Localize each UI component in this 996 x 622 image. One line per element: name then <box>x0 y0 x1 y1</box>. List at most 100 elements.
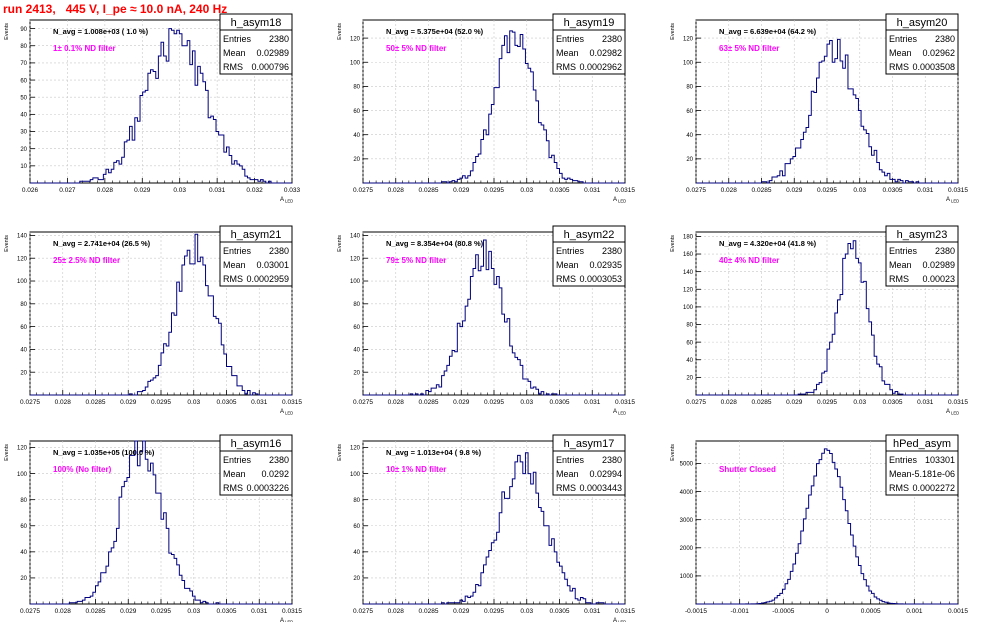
y-tick-label: 10 <box>20 164 27 170</box>
y-tick-label: 80 <box>20 498 27 504</box>
histogram-series-hPed_asym <box>696 448 958 605</box>
stats-key-entries: Entries <box>889 34 918 44</box>
y-tick-label: 40 <box>353 550 360 556</box>
y-tick-label: 120 <box>350 36 361 42</box>
x-axis-label: ALED <box>280 618 293 622</box>
navg-label: N_avg = 1.035e+05 (100.0 %) <box>53 448 155 457</box>
y-tick-label: 20 <box>686 157 693 163</box>
y-tick-label: 140 <box>683 270 694 276</box>
stats-value-entries: 2380 <box>935 246 955 256</box>
x-tick-label: 0.0005 <box>861 608 881 615</box>
x-tick-label: 0.0295 <box>484 608 504 615</box>
run-title: run 2413, 445 V, I_pe ≈ 10.0 nA, 240 Hz <box>3 2 228 16</box>
stats-box: h_asym20 Entries 2380 Mean 0.02962 RMS 0.00035… <box>885 13 959 75</box>
x-tick-label: 0.029 <box>134 187 151 194</box>
stats-key-entries: Entries <box>889 246 918 256</box>
y-tick-label: 40 <box>20 550 27 556</box>
x-tick-label: 0.001 <box>906 608 923 615</box>
x-tick-label: 0.0285 <box>86 399 106 406</box>
x-tick-label: 0.029 <box>120 608 137 615</box>
y-tick-label: 100 <box>350 60 361 66</box>
x-tick-label: 0.031 <box>584 608 601 615</box>
x-tick-label: 0.026 <box>22 187 39 194</box>
stats-key-rms: RMS <box>556 274 576 284</box>
y-axis-label: Events <box>670 444 676 461</box>
y-tick-label: 60 <box>20 78 27 84</box>
stats-key-rms: RMS <box>556 62 576 72</box>
y-tick-label: 20 <box>686 376 693 382</box>
y-tick-label: 120 <box>683 287 694 293</box>
x-tick-label: 0.0315 <box>282 399 302 406</box>
y-tick-label: 40 <box>20 348 27 354</box>
x-axis-label: ALED <box>613 618 626 622</box>
y-tick-label: 20 <box>353 576 360 582</box>
y-tick-label: 120 <box>17 446 28 452</box>
x-axis-label: ALED <box>280 409 293 416</box>
x-tick-label: 0.031 <box>251 399 268 406</box>
stats-value-rms: 0.0002959 <box>246 274 289 284</box>
stats-key-entries: Entries <box>889 455 918 465</box>
histogram-panel-h_asym18: 0.026 0.027 0.028 0.029 0.03 0.031 0.032 0.033 1… <box>4 13 301 204</box>
y-tick-label: 20 <box>20 370 27 376</box>
y-tick-label: 4000 <box>680 490 694 496</box>
y-tick-label: 60 <box>353 109 360 115</box>
y-tick-label: 20 <box>353 370 360 376</box>
y-tick-label: 90 <box>20 27 27 33</box>
x-tick-label: 0.029 <box>453 608 470 615</box>
y-tick-label: 140 <box>350 234 361 240</box>
histogram-series-h_asym19 <box>363 30 625 184</box>
x-axis-label: ALED <box>613 409 626 416</box>
y-tick-label: 80 <box>353 302 360 308</box>
y-tick-label: 40 <box>353 348 360 354</box>
y-tick-label: 100 <box>683 60 694 66</box>
stats-value-rms: 0.0003443 <box>579 483 622 493</box>
x-tick-label: 0.03 <box>520 608 533 615</box>
x-tick-label: 0.0305 <box>550 399 570 406</box>
y-tick-label: 50 <box>20 95 27 101</box>
y-tick-label: 80 <box>686 85 693 91</box>
y-axis-label: Events <box>337 23 343 40</box>
y-axis-label: Events <box>337 235 343 252</box>
stats-title: h_asym21 <box>231 229 282 241</box>
x-tick-label: 0.03 <box>520 187 533 194</box>
x-tick-label: 0.0315 <box>948 399 968 406</box>
stats-box: h_asym22 Entries 2380 Mean 0.02935 RMS 0.00030… <box>552 225 626 287</box>
x-tick-label: 0.031 <box>251 608 268 615</box>
x-tick-label: 0.031 <box>917 187 934 194</box>
x-tick-label: 0.0275 <box>20 399 40 406</box>
filter-label: Shutter Closed <box>719 465 776 474</box>
x-tick-label: 0.0285 <box>752 187 772 194</box>
x-tick-label: 0.029 <box>120 399 137 406</box>
stats-title: h_asym19 <box>564 17 615 29</box>
stats-value-rms: 0.00023 <box>922 274 955 284</box>
x-tick-label: 0.0285 <box>419 399 439 406</box>
x-tick-label: 0.0315 <box>615 608 635 615</box>
stats-value-rms: 0.0003226 <box>246 483 289 493</box>
x-tick-label: 0.0295 <box>151 608 171 615</box>
stats-key-rms: RMS <box>889 62 909 72</box>
stats-key-mean: Mean <box>223 469 246 479</box>
navg-label: N_avg = 1.008e+03 ( 1.0 %) <box>53 27 149 36</box>
stats-key-entries: Entries <box>223 34 252 44</box>
y-tick-label: 80 <box>686 323 693 329</box>
histogram-panel-h_asym16: 0.0275 0.028 0.0285 0.029 0.0295 0.03 0.0305 0.… <box>4 434 302 622</box>
stats-box: h_asym16 Entries 2380 Mean 0.0292 RMS 0.000322… <box>219 434 293 496</box>
y-tick-label: 120 <box>350 446 361 452</box>
filter-label: 1± 0.1% ND filter <box>53 44 116 53</box>
filter-label: 25± 2.5% ND filter <box>53 256 120 265</box>
y-tick-label: 20 <box>20 576 27 582</box>
stats-value-mean: -5.181e-06 <box>911 469 955 479</box>
x-tick-label: 0.027 <box>59 187 76 194</box>
x-axis-label: ALED <box>946 409 959 416</box>
x-tick-label: 0.0295 <box>484 187 504 194</box>
stats-box: h_asym18 Entries 2380 Mean 0.02989 RMS 0.00079… <box>219 13 293 75</box>
navg-label: N_avg = 4.320e+04 (41.8 %) <box>719 239 817 248</box>
histogram-panel-h_asym17: 0.0275 0.028 0.0285 0.029 0.0295 0.03 0.0305 0.… <box>337 434 635 622</box>
stats-key-entries: Entries <box>556 455 585 465</box>
filter-label: 40± 4% ND filter <box>719 256 779 265</box>
stats-box: h_asym23 Entries 2380 Mean 0.02989 RMS 0.00023 <box>885 225 959 287</box>
y-tick-label: 40 <box>686 133 693 139</box>
stats-key-mean: Mean <box>556 48 579 58</box>
x-tick-label: 0.028 <box>721 187 738 194</box>
